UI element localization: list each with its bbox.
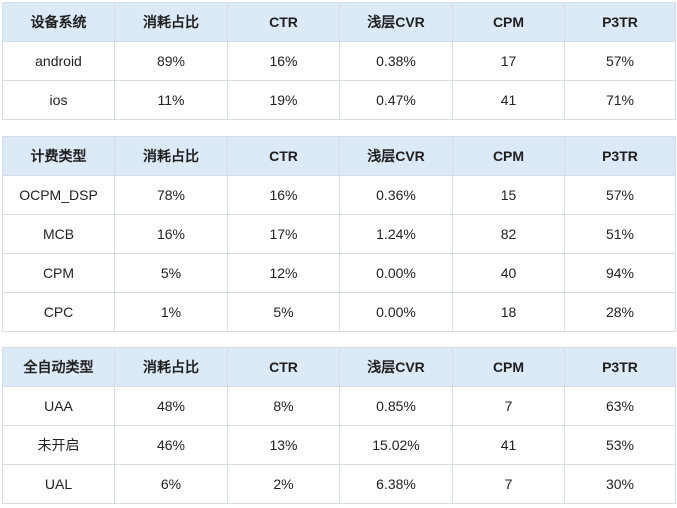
table-cell: UAL [2, 464, 115, 504]
header-cell-dimension: 全自动类型 [2, 347, 115, 387]
table-cell: 1% [114, 292, 228, 332]
table-cell: 19% [227, 80, 340, 120]
table-cell: CPC [2, 292, 115, 332]
table-cell: CPM [2, 253, 115, 293]
table-cell: 0.00% [339, 253, 453, 293]
table-cell: 40 [452, 253, 565, 293]
table-cell: ios [2, 80, 115, 120]
table-cell: 6.38% [339, 464, 453, 504]
table-cell: 46% [114, 425, 228, 465]
table-cell: 28% [564, 292, 676, 332]
table-cell: 16% [227, 41, 340, 81]
table-cell: 13% [227, 425, 340, 465]
header-cell-ctr: CTR [227, 347, 340, 387]
table-cell: 11% [114, 80, 228, 120]
table-row: UAL 6% 2% 6.38% 7 30% [2, 464, 676, 504]
table-cell: 16% [114, 214, 228, 254]
table-cell: 17 [452, 41, 565, 81]
header-cell-ctr: CTR [227, 2, 340, 42]
table-row: MCB 16% 17% 1.24% 82 51% [2, 214, 676, 254]
header-cell-ctr: CTR [227, 136, 340, 176]
table-row: CPC 1% 5% 0.00% 18 28% [2, 292, 676, 332]
table-cell: 5% [227, 292, 340, 332]
table-row: OCPM_DSP 78% 16% 0.36% 15 57% [2, 175, 676, 215]
table-cell: 48% [114, 386, 228, 426]
table-cell: 51% [564, 214, 676, 254]
table-cell: 7 [452, 386, 565, 426]
table-cell: 41 [452, 425, 565, 465]
table-cell: 57% [564, 175, 676, 215]
table-cell: UAA [2, 386, 115, 426]
table-cell: 8% [227, 386, 340, 426]
table-cell: 12% [227, 253, 340, 293]
table-cell: 0.85% [339, 386, 453, 426]
table-cell: 15 [452, 175, 565, 215]
table-cell: 7 [452, 464, 565, 504]
table-cell: 18 [452, 292, 565, 332]
header-cell-cpm: CPM [452, 136, 565, 176]
table-cell: 5% [114, 253, 228, 293]
table-row: 未开启 46% 13% 15.02% 41 53% [2, 425, 676, 465]
table-row: android 89% 16% 0.38% 17 57% [2, 41, 676, 81]
header-row: 计费类型 消耗占比 CTR 浅层CVR CPM P3TR [2, 136, 676, 176]
header-cell-cvr: 浅层CVR [339, 347, 453, 387]
table-cell: 16% [227, 175, 340, 215]
table-cell: 15.02% [339, 425, 453, 465]
table-cell: OCPM_DSP [2, 175, 115, 215]
table-cell: 78% [114, 175, 228, 215]
table-cell: 30% [564, 464, 676, 504]
table-cell: 82 [452, 214, 565, 254]
header-cell-cpm: CPM [452, 2, 565, 42]
header-cell-p3tr: P3TR [564, 136, 676, 176]
table-cell: 1.24% [339, 214, 453, 254]
table-cell: 63% [564, 386, 676, 426]
table-cell: 6% [114, 464, 228, 504]
header-cell-p3tr: P3TR [564, 347, 676, 387]
auto-type-table: 全自动类型 消耗占比 CTR 浅层CVR CPM P3TR UAA 48% 8%… [2, 347, 676, 504]
table-cell: MCB [2, 214, 115, 254]
table-cell: 89% [114, 41, 228, 81]
table-cell: 2% [227, 464, 340, 504]
table-cell: 0.38% [339, 41, 453, 81]
table-cell: 0.47% [339, 80, 453, 120]
table-cell: 0.36% [339, 175, 453, 215]
table-cell: android [2, 41, 115, 81]
table-cell: 17% [227, 214, 340, 254]
table-cell: 53% [564, 425, 676, 465]
header-cell-p3tr: P3TR [564, 2, 676, 42]
table-row: ios 11% 19% 0.47% 41 71% [2, 80, 676, 120]
header-row: 全自动类型 消耗占比 CTR 浅层CVR CPM P3TR [2, 347, 676, 387]
header-row: 设备系统 消耗占比 CTR 浅层CVR CPM P3TR [2, 2, 676, 42]
table-row: UAA 48% 8% 0.85% 7 63% [2, 386, 676, 426]
header-cell-dimension: 计费类型 [2, 136, 115, 176]
table-cell: 未开启 [2, 425, 115, 465]
table-cell: 94% [564, 253, 676, 293]
header-cell-cvr: 浅层CVR [339, 136, 453, 176]
header-cell-cpm: CPM [452, 347, 565, 387]
table-row: CPM 5% 12% 0.00% 40 94% [2, 253, 676, 293]
header-cell-cvr: 浅层CVR [339, 2, 453, 42]
table-cell: 57% [564, 41, 676, 81]
header-cell-spend-share: 消耗占比 [114, 347, 228, 387]
table-cell: 0.00% [339, 292, 453, 332]
table-cell: 71% [564, 80, 676, 120]
header-cell-spend-share: 消耗占比 [114, 136, 228, 176]
table-cell: 41 [452, 80, 565, 120]
header-cell-dimension: 设备系统 [2, 2, 115, 42]
header-cell-spend-share: 消耗占比 [114, 2, 228, 42]
device-system-table: 设备系统 消耗占比 CTR 浅层CVR CPM P3TR android 89%… [2, 2, 676, 120]
billing-type-table: 计费类型 消耗占比 CTR 浅层CVR CPM P3TR OCPM_DSP 78… [2, 136, 676, 332]
